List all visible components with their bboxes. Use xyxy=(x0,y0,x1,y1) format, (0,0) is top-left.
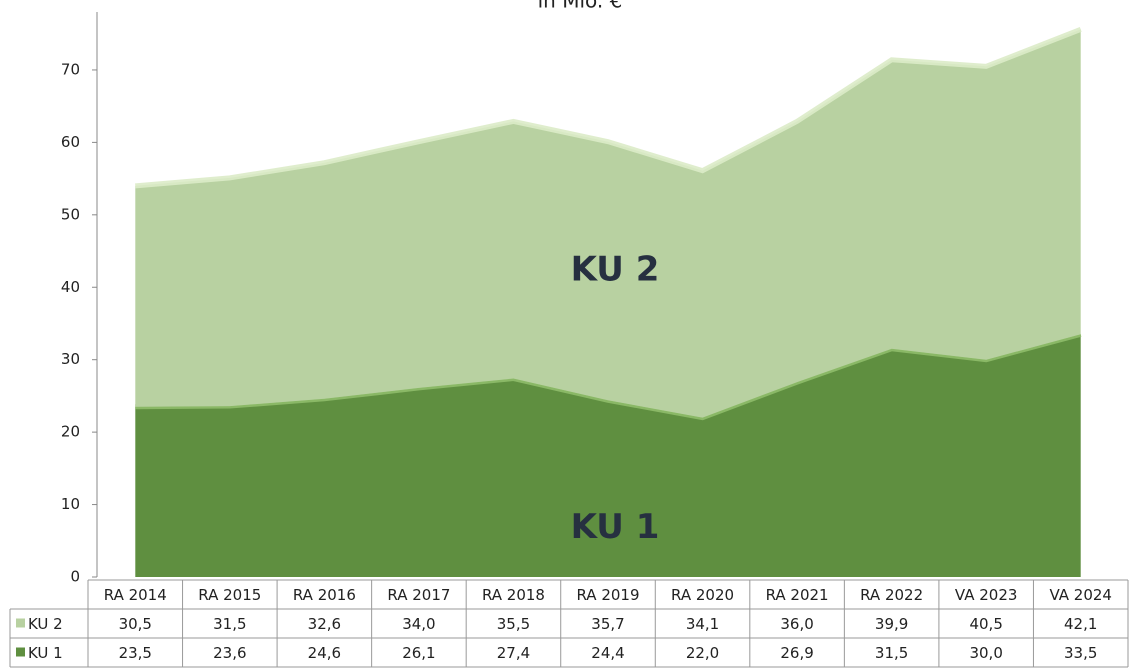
data-label: 24,6 xyxy=(308,644,341,662)
data-label: 34,0 xyxy=(402,615,435,633)
data-label: 32,6 xyxy=(308,615,341,633)
x-tick-label: RA 2021 xyxy=(766,586,829,604)
x-tick-label: RA 2022 xyxy=(860,586,923,604)
y-tick-label: 70 xyxy=(61,60,80,78)
data-label: 31,5 xyxy=(875,644,908,662)
legend-key xyxy=(16,647,25,657)
data-label: 33,5 xyxy=(1064,644,1097,662)
x-tick-label: RA 2017 xyxy=(387,586,450,604)
x-tick-label: RA 2018 xyxy=(482,586,545,604)
data-label: 30,0 xyxy=(969,644,1002,662)
y-tick-label: 40 xyxy=(61,278,80,296)
x-tick-label: VA 2024 xyxy=(1049,586,1112,604)
legend-label: KU 2 xyxy=(28,615,63,633)
y-tick-label: 20 xyxy=(61,423,80,441)
x-tick-label: RA 2020 xyxy=(671,586,734,604)
data-label: 26,1 xyxy=(402,644,435,662)
data-label: 36,0 xyxy=(780,615,813,633)
y-tick-label: 10 xyxy=(61,495,80,513)
data-label: 34,1 xyxy=(686,615,719,633)
chart-title: in Mio. € xyxy=(538,0,623,13)
data-label: 31,5 xyxy=(213,615,246,633)
y-tick-label: 50 xyxy=(61,205,80,223)
y-tick-label: 30 xyxy=(61,350,80,368)
x-tick-label: RA 2014 xyxy=(104,586,167,604)
data-label: 27,4 xyxy=(497,644,530,662)
data-label: 24,4 xyxy=(591,644,624,662)
data-label: 30,5 xyxy=(119,615,152,633)
data-label: 42,1 xyxy=(1064,615,1097,633)
data-label: 40,5 xyxy=(969,615,1002,633)
area xyxy=(135,29,1081,418)
data-label: 39,9 xyxy=(875,615,908,633)
data-label: 23,5 xyxy=(119,644,152,662)
area-label: KU 1 xyxy=(571,507,660,547)
x-tick-label: VA 2023 xyxy=(955,586,1018,604)
data-label: 35,5 xyxy=(497,615,530,633)
data-label: 23,6 xyxy=(213,644,246,662)
data-label: 22,0 xyxy=(686,644,719,662)
y-tick-label: 0 xyxy=(70,568,80,586)
x-tick-label: RA 2016 xyxy=(293,586,356,604)
legend-label: KU 1 xyxy=(28,644,63,662)
x-tick-label: RA 2015 xyxy=(198,586,261,604)
area-edge xyxy=(135,27,1082,189)
legend-key xyxy=(16,618,25,628)
area-label: KU 2 xyxy=(571,249,660,289)
data-label: 35,7 xyxy=(591,615,624,633)
y-tick-label: 60 xyxy=(61,133,80,151)
data-label: 26,9 xyxy=(780,644,813,662)
x-tick-label: RA 2019 xyxy=(576,586,639,604)
